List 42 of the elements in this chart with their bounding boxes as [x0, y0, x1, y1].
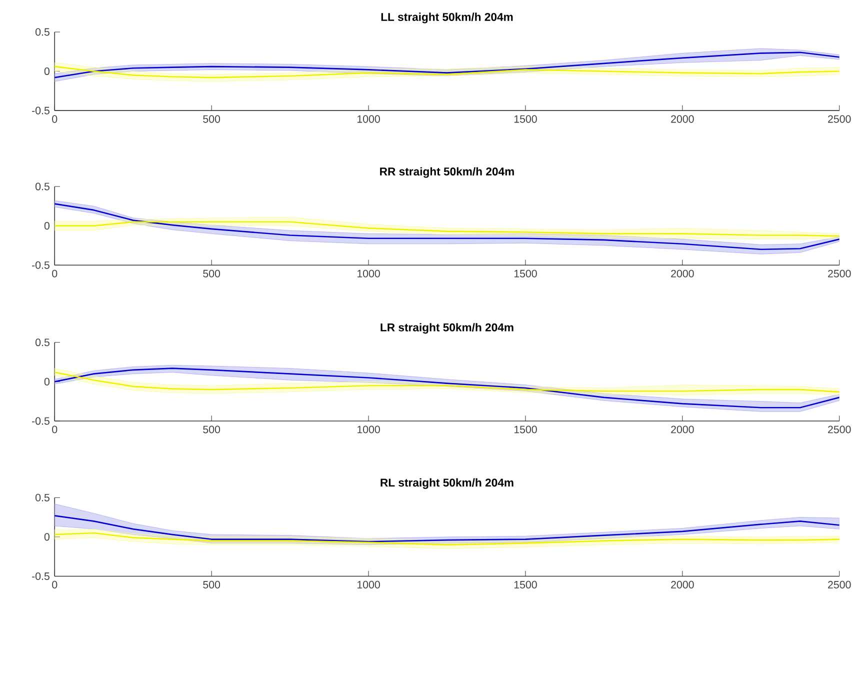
x-tick-label: 0	[52, 115, 58, 123]
y-tick-label: -0.5	[32, 106, 50, 114]
x-tick-label: 2500	[828, 115, 851, 123]
x-tick-label: 0	[52, 581, 58, 589]
y-tick-label: 0.5	[36, 338, 50, 346]
x-tick-label: 0	[52, 426, 58, 434]
x-tick-label: 500	[203, 581, 220, 589]
x-tick-label: 500	[203, 270, 220, 278]
x-tick-label: 2000	[671, 581, 694, 589]
chart-title: LR straight 50km/h 204m	[380, 323, 514, 334]
chart-title: LL straight 50km/h 204m	[381, 12, 513, 24]
x-tick-label: 2000	[671, 426, 694, 434]
x-tick-label: 1500	[514, 270, 537, 278]
x-tick-label: 1000	[357, 115, 380, 123]
chart-title: RL straight 50km/h 204m	[380, 478, 514, 490]
y-tick-label: 0	[44, 533, 50, 541]
y-tick-label: 0.5	[36, 28, 50, 36]
x-tick-label: 1000	[357, 581, 380, 589]
x-tick-label: 2500	[828, 426, 851, 434]
y-tick-label: 0	[44, 222, 50, 230]
y-tick-label: -0.5	[32, 261, 50, 269]
x-tick-label: 1500	[514, 581, 537, 589]
y-tick-label: 0.5	[36, 182, 50, 190]
x-tick-label: 2500	[828, 581, 851, 589]
y-tick-label: -0.5	[32, 572, 50, 580]
x-tick-label: 1000	[357, 426, 380, 434]
x-tick-label: 500	[203, 426, 220, 434]
y-tick-label: 0	[44, 378, 50, 386]
x-tick-label: 1000	[357, 270, 380, 278]
line-series	[54, 66, 840, 78]
x-tick-label: 0	[52, 270, 58, 278]
x-tick-label: 2000	[671, 115, 694, 123]
x-tick-label: 2000	[671, 270, 694, 278]
chart-title: RR straight 50km/h 204m	[380, 167, 514, 178]
y-tick-label: 0	[44, 68, 50, 76]
x-tick-label: 1500	[514, 115, 537, 123]
x-tick-label: 500	[203, 115, 220, 123]
x-tick-label: 1500	[514, 426, 537, 434]
y-tick-label: -0.5	[32, 417, 50, 425]
y-tick-label: 0.5	[36, 494, 50, 502]
line-series	[54, 515, 840, 542]
x-tick-label: 2500	[828, 270, 851, 278]
